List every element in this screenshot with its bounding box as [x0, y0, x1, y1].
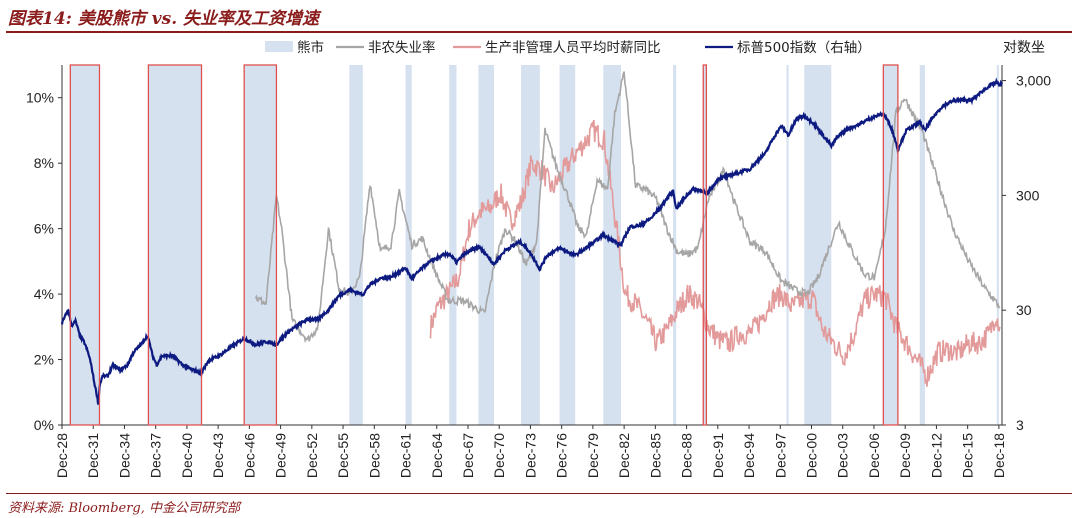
x-tick-label: Dec-55	[335, 433, 351, 478]
bear-market-band	[786, 65, 789, 425]
x-tick-label: Dec-70	[491, 433, 507, 478]
x-tick-label: Dec-52	[304, 433, 320, 478]
bear-market-band	[996, 65, 999, 425]
title-rule	[6, 31, 1072, 33]
x-tick-label: Dec-06	[866, 433, 882, 478]
x-tick-label: Dec-43	[210, 433, 226, 478]
y-left-tick-label: 8%	[34, 155, 54, 171]
bear-market-outlines	[69, 64, 899, 426]
y-right-tick-label: 300	[1016, 187, 1040, 203]
y-right-tick-label: 30	[1016, 302, 1032, 318]
legend-bear-swatch	[265, 41, 293, 52]
bear-market-band	[478, 65, 495, 425]
x-tick-label: Dec-12	[928, 433, 944, 478]
y-left-tick-label: 2%	[34, 352, 54, 368]
bear-market-band	[603, 65, 622, 425]
y-right-tick-label: 3,000	[1016, 73, 1051, 89]
x-tick-label: Dec-15	[960, 433, 976, 478]
y-left-tick-label: 4%	[34, 286, 54, 302]
x-tick-label: Dec-31	[85, 433, 101, 478]
x-tick-label: Dec-03	[835, 433, 851, 478]
bear-market-band	[919, 65, 925, 425]
x-tick-label: Dec-58	[366, 433, 382, 478]
x-tick-label: Dec-85	[647, 433, 663, 478]
bear-market-band	[883, 65, 898, 425]
wages-series-line	[429, 119, 1001, 387]
x-tick-label: Dec-28	[54, 433, 70, 478]
source-note: 资料来源: Bloomberg, 中金公司研究部	[8, 501, 241, 516]
chart-title: 图表14: 美股熊市 vs. 失业率及工资增速	[8, 9, 320, 29]
legend-bear-label: 熊市	[297, 39, 324, 56]
y-left-tick-label: 10%	[26, 90, 54, 106]
chart-axes: 0% 2% 4% 6% 8% 10% 3 30 300 3,000 对数坐 Dec-28 Dec-31 D…	[26, 39, 1051, 478]
chart-series	[60, 71, 1004, 405]
legend-sp500-label: 标普500指数（右轴）	[737, 40, 871, 56]
bear-market-outline	[243, 64, 278, 426]
x-tick-label: Dec-73	[522, 433, 538, 478]
y-left-tick-label: 6%	[34, 221, 54, 237]
source-rule	[6, 493, 1072, 494]
bear-market-band	[804, 65, 832, 425]
bear-market-band	[521, 65, 540, 425]
x-tick-label: Dec-79	[585, 433, 601, 478]
x-tick-label: Dec-97	[772, 433, 788, 478]
bear-market-band	[449, 65, 457, 425]
bear-market-band	[405, 65, 412, 425]
x-tick-label: Dec-64	[429, 433, 445, 478]
legend-wages-label: 生产非管理人员平均时薪同比	[485, 40, 661, 56]
x-tick-label: Dec-09	[897, 433, 913, 478]
bear-market-outline	[702, 64, 708, 426]
x-tick-label: Dec-18	[991, 433, 1007, 478]
x-tick-label: Dec-88	[679, 433, 695, 478]
y-right-tick-label: 3	[1016, 417, 1024, 433]
x-tick-label: Dec-61	[398, 433, 414, 478]
x-tick-label: Dec-00	[804, 433, 820, 478]
x-tick-label: Dec-34	[116, 433, 132, 478]
x-tick-label: Dec-49	[273, 433, 289, 478]
x-tick-label: Dec-76	[554, 433, 570, 478]
x-tick-label: Dec-91	[710, 433, 726, 478]
chart-legend: 熊市 非农失业率 生产非管理人员平均时薪同比 标普500指数（右轴）	[265, 39, 871, 56]
bear-market-band	[703, 65, 707, 425]
x-tick-label: Dec-94	[741, 433, 757, 478]
unemployment-series-line	[254, 71, 1001, 344]
y-left-tick-label: 0%	[34, 417, 54, 433]
bear-market-outline	[882, 64, 899, 426]
x-tick-label: Dec-46	[241, 433, 257, 478]
sp500-series-line	[60, 77, 1004, 405]
x-tick-label: Dec-82	[616, 433, 632, 478]
x-tick-label: Dec-40	[179, 433, 195, 478]
legend-unemployment-label: 非农失业率	[368, 39, 436, 56]
x-tick-label: Dec-37	[148, 433, 164, 478]
bear-market-band	[70, 65, 100, 425]
bear-market-band	[349, 65, 363, 425]
y-right-axis-title: 对数坐	[1003, 39, 1045, 55]
x-tick-label: Dec-67	[460, 433, 476, 478]
bear-market-outline	[147, 64, 203, 426]
bear-market-band	[559, 65, 576, 425]
bear-market-outline	[69, 64, 101, 426]
